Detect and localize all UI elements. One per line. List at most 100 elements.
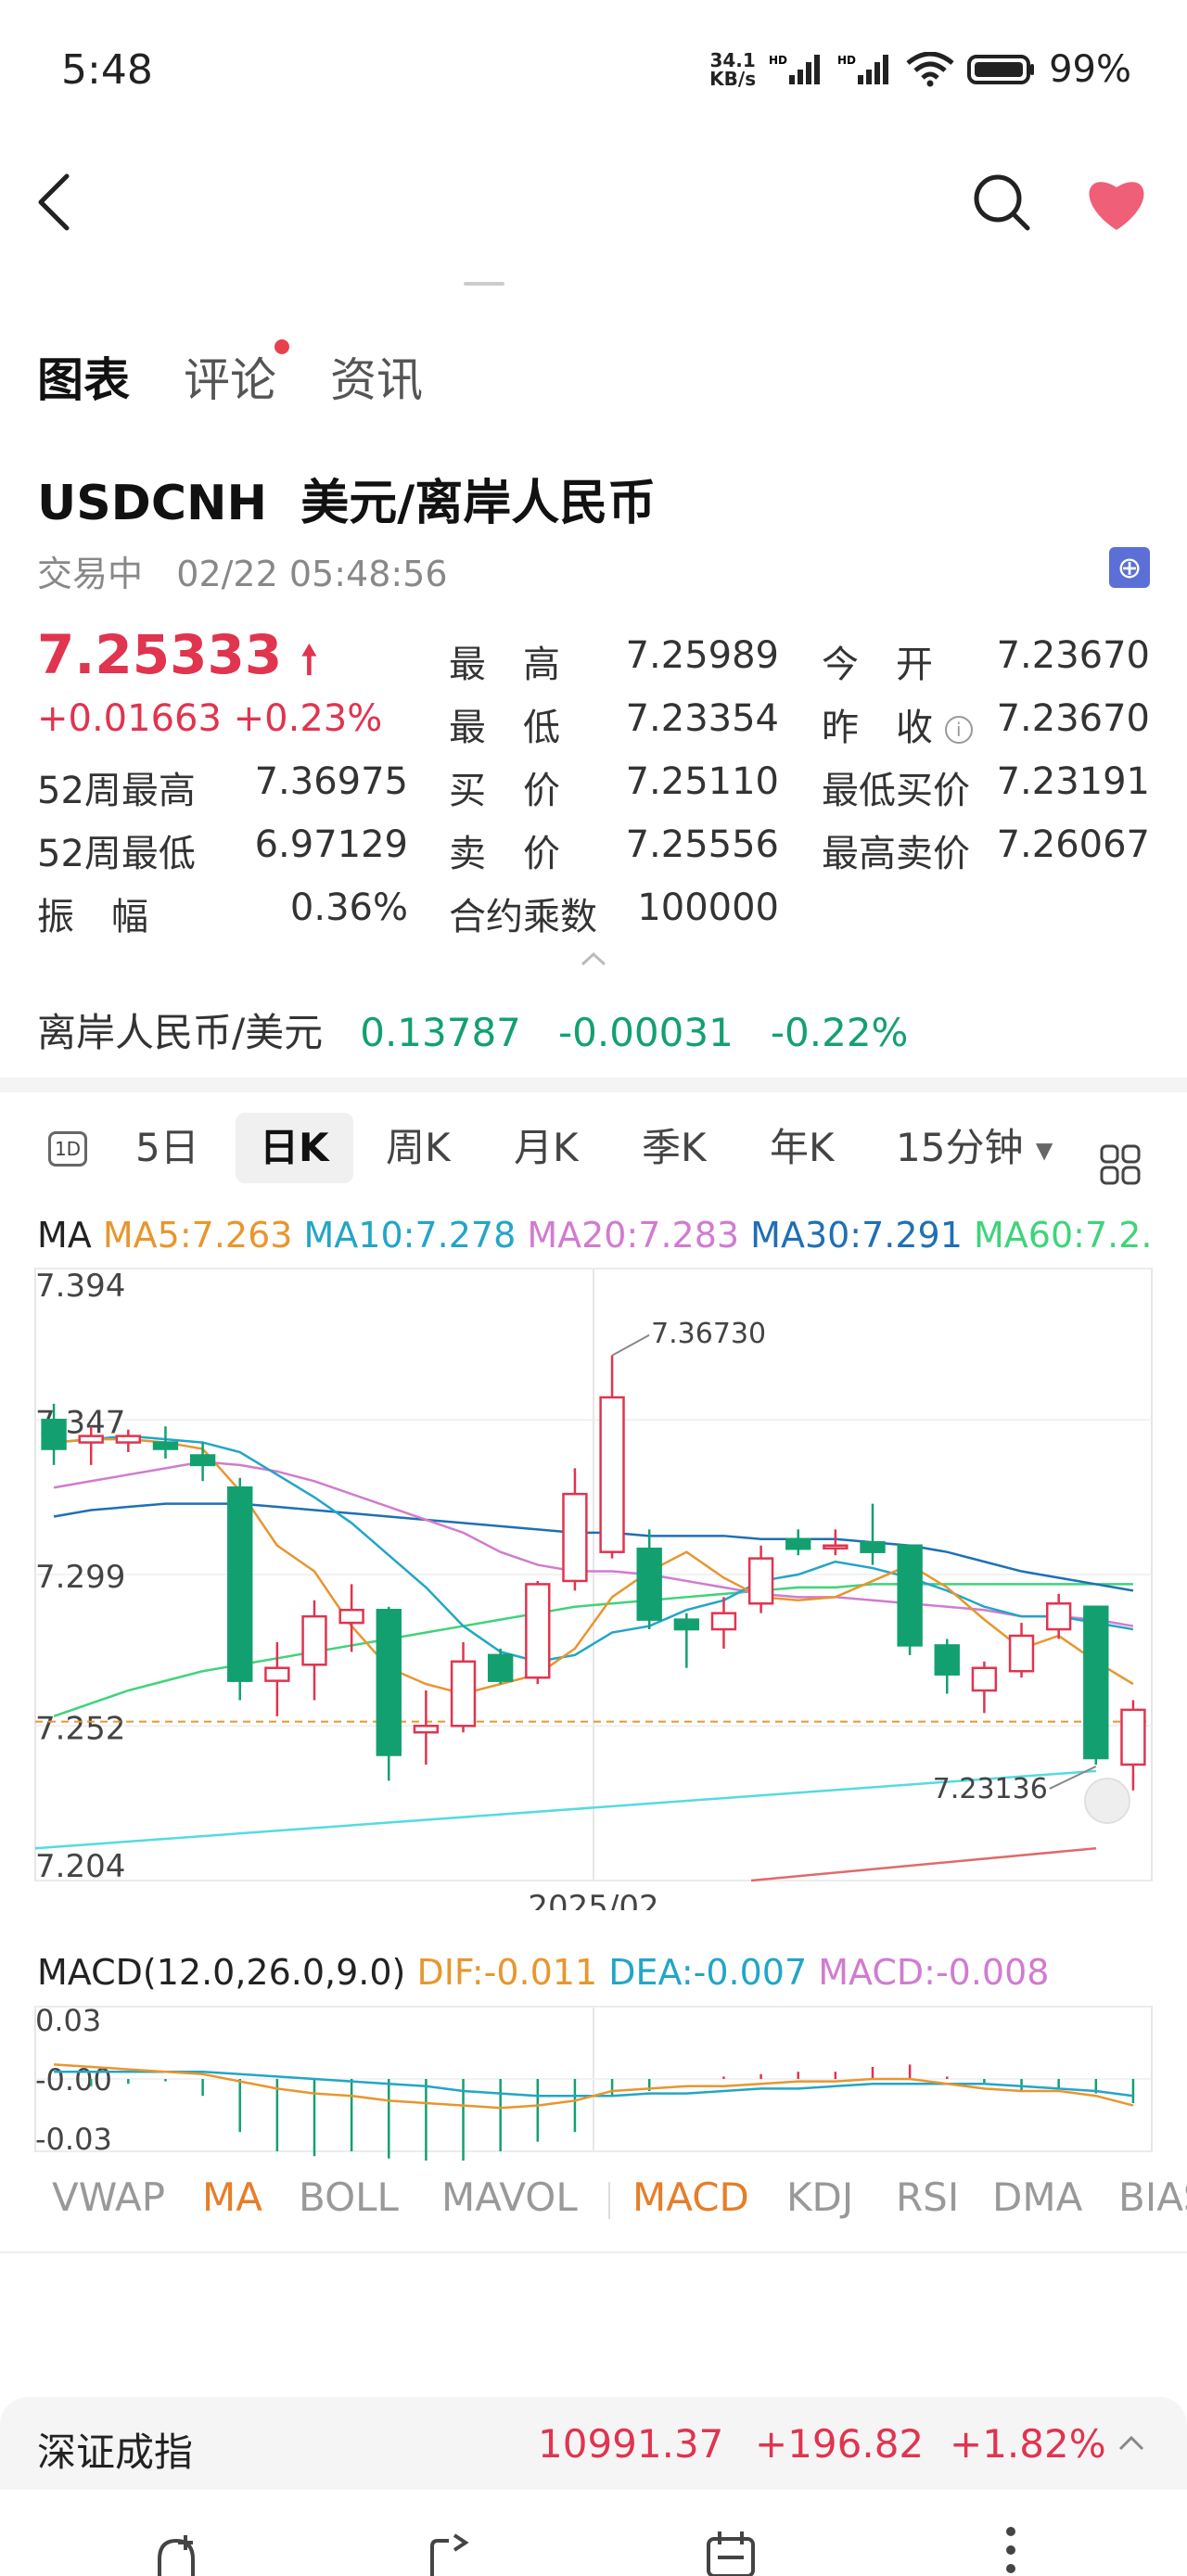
ma5-value: MA5:7.263 bbox=[102, 1215, 293, 1256]
candle-body bbox=[376, 1608, 402, 1756]
status-time: 5:48 bbox=[61, 46, 153, 94]
macd-dea: DEA:-0.007 bbox=[608, 1952, 808, 1993]
ma60-value: MA60:7.2... bbox=[974, 1215, 1150, 1256]
candle-body bbox=[785, 1537, 811, 1550]
section-divider bbox=[0, 1078, 1187, 1092]
multiplier-label: 合约乘数 bbox=[449, 896, 597, 938]
tab-weekly-k[interactable]: 周K bbox=[386, 1125, 451, 1170]
tab-5day[interactable]: 5日 bbox=[135, 1125, 199, 1170]
y-tick-label: 7.252 bbox=[35, 1710, 125, 1747]
multiplier-value: 100000 bbox=[637, 886, 779, 929]
indicator-separator bbox=[608, 2182, 610, 2219]
macd-y-tick-label: -0.03 bbox=[35, 2122, 112, 2157]
high-label: 最 高 bbox=[449, 644, 560, 686]
candle-body bbox=[152, 1441, 179, 1450]
tab-monthly-k[interactable]: 月K bbox=[514, 1125, 579, 1170]
prev-close-value: 7.23670 bbox=[996, 697, 1150, 740]
up-arrow-icon: 🠕 bbox=[300, 637, 318, 682]
macd-y-tick-label: 0.03 bbox=[35, 2003, 101, 2038]
expand-chevron-icon[interactable] bbox=[1118, 2434, 1144, 2451]
tab-15min[interactable]: 15分钟 ▼ bbox=[896, 1125, 1053, 1170]
inverse-price: 0.13787 bbox=[360, 1010, 521, 1055]
long-ma-line-red bbox=[750, 1847, 1097, 1882]
more-options-icon[interactable] bbox=[1002, 2526, 1020, 2576]
ma5-line bbox=[53, 1437, 1134, 1695]
candle-body bbox=[636, 1547, 662, 1621]
bottom-ticker[interactable]: 深证成指 10991.37 +196.82 +1.82% bbox=[0, 2397, 1187, 2490]
inverse-label: 离岸人民币/美元 bbox=[37, 1010, 324, 1055]
globe-icon[interactable]: ⊕ bbox=[1109, 547, 1150, 588]
instrument-code: USDCNH bbox=[37, 476, 268, 531]
bid-label: 买 价 bbox=[449, 770, 560, 812]
inverse-change: -0.00031 bbox=[557, 1010, 734, 1055]
tab-yearly-k[interactable]: 年K bbox=[770, 1125, 835, 1170]
candle-body bbox=[264, 1666, 290, 1682]
macd-hist: MACD:-0.008 bbox=[818, 1952, 1050, 1993]
min-annotation-leader bbox=[1049, 1766, 1097, 1790]
tab-chart[interactable]: 图表 bbox=[37, 343, 130, 410]
ma30-value: MA30:7.291 bbox=[750, 1215, 963, 1256]
macd-chart[interactable]: 0.03-0.00-0.03 bbox=[0, 2003, 1187, 2161]
ma10-value: MA10:7.278 bbox=[303, 1215, 517, 1256]
ind-tab-dma[interactable]: DMA bbox=[992, 2174, 1083, 2220]
alert-bell-icon[interactable] bbox=[148, 2531, 204, 2576]
intraday-1d-icon[interactable]: 1D bbox=[48, 1131, 87, 1167]
collapse-chevron-icon[interactable] bbox=[581, 951, 606, 966]
max-annotation-label: 7.36730 bbox=[651, 1318, 766, 1350]
info-icon[interactable]: i bbox=[944, 716, 973, 744]
battery-level: 99% bbox=[1049, 48, 1131, 91]
candle-body bbox=[338, 1608, 364, 1625]
grid-menu-icon[interactable] bbox=[1100, 1129, 1141, 1200]
svg-text:HD: HD bbox=[769, 54, 787, 67]
candle-body bbox=[1083, 1605, 1109, 1760]
high-value: 7.25989 bbox=[625, 634, 779, 677]
period-tabs: 1D 5日 日K 周K 月K 季K 年K 15分钟 ▼ bbox=[37, 1113, 1159, 1187]
drag-handle[interactable] bbox=[464, 282, 504, 286]
candlestick-chart[interactable]: 7.3947.3477.2997.2527.2042025/027.367307… bbox=[0, 1261, 1187, 1910]
favorite-heart-icon[interactable] bbox=[1083, 174, 1150, 232]
macd-dif: DIF:-0.011 bbox=[416, 1952, 598, 1993]
ind-tab-vwap[interactable]: VWAP bbox=[52, 2174, 166, 2220]
macd-legend: MACD(12.0,26.0,9.0) DIF:-0.011 DEA:-0.00… bbox=[37, 1952, 1049, 1993]
back-icon[interactable] bbox=[33, 172, 74, 232]
w52-high-value: 7.36975 bbox=[254, 760, 408, 803]
tab-daily-k[interactable]: 日K bbox=[236, 1113, 353, 1183]
tab-quarterly-k[interactable]: 季K bbox=[642, 1125, 707, 1170]
max-annotation-leader bbox=[611, 1333, 650, 1357]
inverse-quote[interactable]: 离岸人民币/美元 0.13787 -0.00031 -0.22% bbox=[37, 1001, 908, 1058]
chart-handle-icon bbox=[1084, 1778, 1130, 1824]
instrument-title: USDCNH 美元/离岸人民币 bbox=[37, 464, 656, 533]
ind-tab-rsi[interactable]: RSI bbox=[896, 2174, 960, 2220]
y-tick-label: 7.394 bbox=[35, 1268, 125, 1305]
candle-body bbox=[562, 1492, 588, 1583]
calendar-icon[interactable] bbox=[705, 2530, 757, 2576]
ind-tab-bias[interactable]: BIAS bbox=[1118, 2174, 1187, 2220]
svg-text:HD: HD bbox=[837, 54, 856, 67]
min-bid-label: 最低买价 bbox=[822, 770, 970, 812]
ind-tab-boll[interactable]: BOLL bbox=[299, 2174, 399, 2220]
candle-body bbox=[823, 1544, 849, 1549]
ind-tab-macd[interactable]: MACD bbox=[632, 2174, 749, 2220]
ticker-price: 10991.37 bbox=[538, 2421, 724, 2467]
candle-body bbox=[747, 1557, 774, 1605]
search-icon[interactable] bbox=[972, 172, 1031, 232]
candle-body bbox=[189, 1454, 216, 1467]
share-icon[interactable] bbox=[423, 2531, 479, 2576]
candle-body bbox=[1045, 1602, 1072, 1631]
ind-tab-kdj[interactable]: KDJ bbox=[786, 2174, 854, 2220]
tab-news[interactable]: 资讯 bbox=[330, 353, 423, 407]
low-value: 7.23354 bbox=[625, 697, 779, 740]
top-bar bbox=[0, 158, 1187, 286]
candle-body bbox=[897, 1544, 923, 1647]
trading-status-line: 交易中 02/22 05:48:56 bbox=[37, 545, 448, 596]
ticker-change: +196.82 bbox=[755, 2421, 925, 2467]
ind-tab-mavol[interactable]: MAVOL bbox=[441, 2174, 578, 2220]
tab-comments[interactable]: 评论 bbox=[184, 339, 289, 410]
ind-tab-ma[interactable]: MA bbox=[202, 2174, 262, 2220]
ticker-name: 深证成指 bbox=[37, 2429, 194, 2475]
candle-body bbox=[301, 1614, 327, 1666]
bid-value: 7.25110 bbox=[625, 760, 779, 803]
signal-icon: HD bbox=[769, 54, 821, 84]
min-bid-value: 7.23191 bbox=[996, 760, 1150, 803]
ask-value: 7.25556 bbox=[625, 823, 779, 866]
